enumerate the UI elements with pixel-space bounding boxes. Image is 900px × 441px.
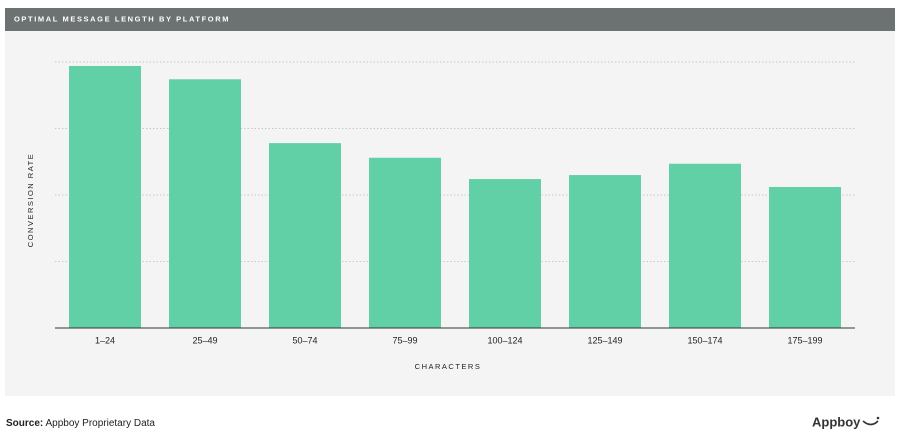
x-tick-label: 100–124 — [487, 335, 522, 345]
x-tick-label: 50–74 — [292, 335, 317, 345]
x-axis-label: CHARACTERS — [415, 362, 482, 371]
source-label: Source: — [6, 418, 43, 429]
header-bar — [5, 8, 895, 31]
y-axis-label: CONVERSION RATE — [26, 153, 35, 247]
bar — [269, 143, 341, 328]
bar — [769, 187, 841, 328]
x-tick-label: 125–149 — [587, 335, 622, 345]
logo: Appboy — [812, 414, 861, 429]
bar — [169, 79, 241, 328]
x-tick-label: 1–24 — [95, 335, 115, 345]
x-tick-label: 150–174 — [687, 335, 722, 345]
source: Source: Appboy Proprietary Data — [6, 418, 155, 429]
logo-dot — [876, 416, 880, 420]
chart-title: OPTIMAL MESSAGE LENGTH BY PLATFORM — [14, 14, 230, 23]
source-text: Appboy Proprietary Data — [45, 418, 155, 429]
plot-background — [5, 31, 895, 396]
bar — [369, 157, 441, 328]
bar — [669, 163, 741, 328]
x-tick-label: 25–49 — [192, 335, 217, 345]
x-tick-label: 75–99 — [392, 335, 417, 345]
bar — [469, 179, 541, 328]
x-tick-label: 175–199 — [787, 335, 822, 345]
logo-smile — [862, 420, 879, 426]
bar — [569, 175, 641, 328]
bar — [69, 65, 141, 329]
